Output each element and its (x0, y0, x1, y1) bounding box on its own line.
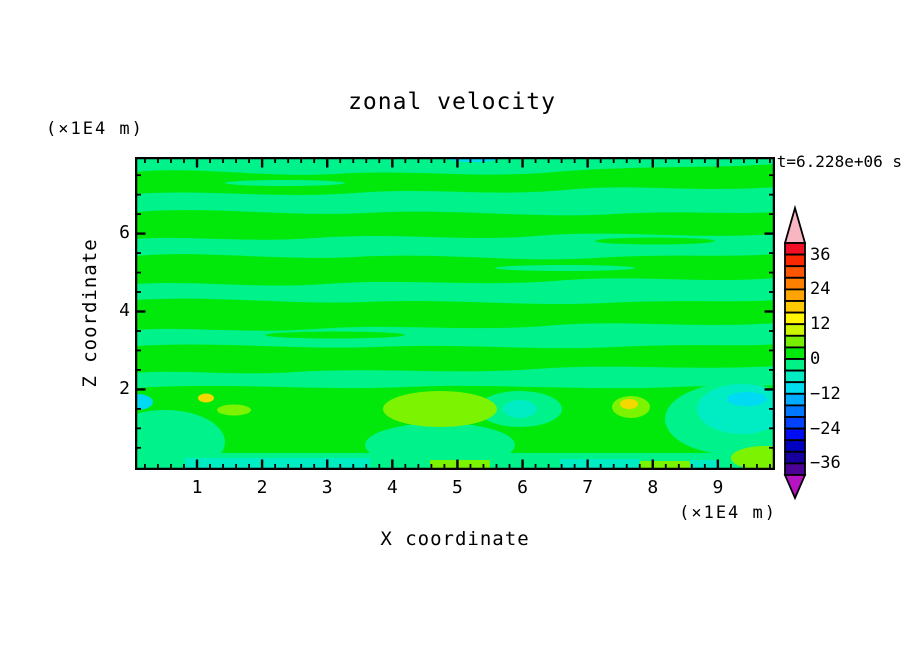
x-axis-title: X coordinate (380, 528, 530, 550)
colorbar-cell (784, 311, 806, 326)
colorbar-cells (784, 242, 806, 476)
colorbar-cell (784, 404, 806, 418)
plot-border (134, 156, 776, 471)
contour-band (265, 331, 405, 339)
colorbar-cell (784, 334, 806, 349)
colorbar-svg (783, 204, 807, 501)
contour-bands (105, 154, 805, 474)
colorbar-cell (784, 450, 806, 465)
colorbar-label: −36 (810, 453, 841, 474)
contour-band (595, 237, 715, 245)
z-tick-label: 4 (119, 300, 130, 321)
contour-patch (620, 399, 638, 409)
colorbar-cell (784, 462, 806, 476)
contour-band (225, 180, 345, 186)
colorbar-under-arrow (783, 474, 807, 501)
time-annotation: t=6.228e+06 s (776, 152, 902, 171)
x-tick-label: 7 (582, 477, 594, 498)
colorbar-cell (784, 265, 806, 279)
colorbar-cell (784, 323, 806, 337)
colorbar-cell (784, 427, 806, 442)
colorbar-over-arrow (783, 204, 807, 244)
colorbar-cell (784, 369, 806, 384)
colorbar-cell (784, 288, 806, 302)
contour-band (135, 344, 775, 374)
colorbar-cell (784, 439, 806, 453)
colorbar-cell (784, 346, 806, 360)
x-tick-label: 6 (517, 477, 529, 498)
colorbar-label: −24 (810, 418, 841, 439)
colorbar-label: −12 (810, 383, 841, 404)
contour-patch (503, 400, 537, 418)
contour-patch (727, 392, 767, 406)
contour-band (185, 458, 370, 470)
x-tick-label: 1 (191, 477, 203, 498)
x-tick-label: 5 (451, 477, 463, 498)
colorbar: 36 24 12 0 −12 −24 −36 (783, 203, 903, 503)
contour-patch (217, 404, 251, 416)
contour-patch (198, 393, 214, 403)
contour-band (135, 298, 775, 331)
z-tick-label: 6 (119, 222, 130, 243)
x-tick-label: 4 (386, 477, 398, 498)
colorbar-cell (784, 253, 806, 268)
plot-title: zonal velocity (348, 89, 556, 115)
z-axis-title: Z coordinate (79, 238, 101, 388)
colorbar-label: 12 (810, 314, 831, 335)
contour-band (495, 265, 635, 271)
colorbar-cell (784, 416, 806, 430)
x-tick-label: 8 (647, 477, 659, 498)
x-tick-label: 2 (256, 477, 268, 498)
contour-band (135, 164, 775, 195)
colorbar-label: 24 (810, 279, 831, 300)
plot-area (105, 154, 805, 474)
x-tick-label: 9 (712, 477, 724, 498)
colorbar-label: 36 (810, 244, 831, 265)
colorbar-cell (784, 242, 806, 256)
contour-field-svg (105, 154, 805, 474)
contour-band (430, 460, 490, 470)
x-axis-unit-label: (×1E4 m) (679, 503, 777, 523)
colorbar-cell (784, 392, 806, 407)
contour-band (135, 210, 775, 240)
colorbar-label: 0 (810, 349, 821, 369)
colorbar-cell (784, 300, 806, 314)
contour-patch (383, 391, 497, 427)
colorbar-cell (784, 276, 806, 291)
z-tick-label: 2 (119, 378, 130, 399)
z-axis-unit-label: (×1E4 m) (46, 119, 144, 139)
colorbar-cell (784, 381, 806, 395)
contour-band (135, 254, 775, 286)
colorbar-cell (784, 358, 806, 372)
x-tick-label: 3 (321, 477, 333, 498)
